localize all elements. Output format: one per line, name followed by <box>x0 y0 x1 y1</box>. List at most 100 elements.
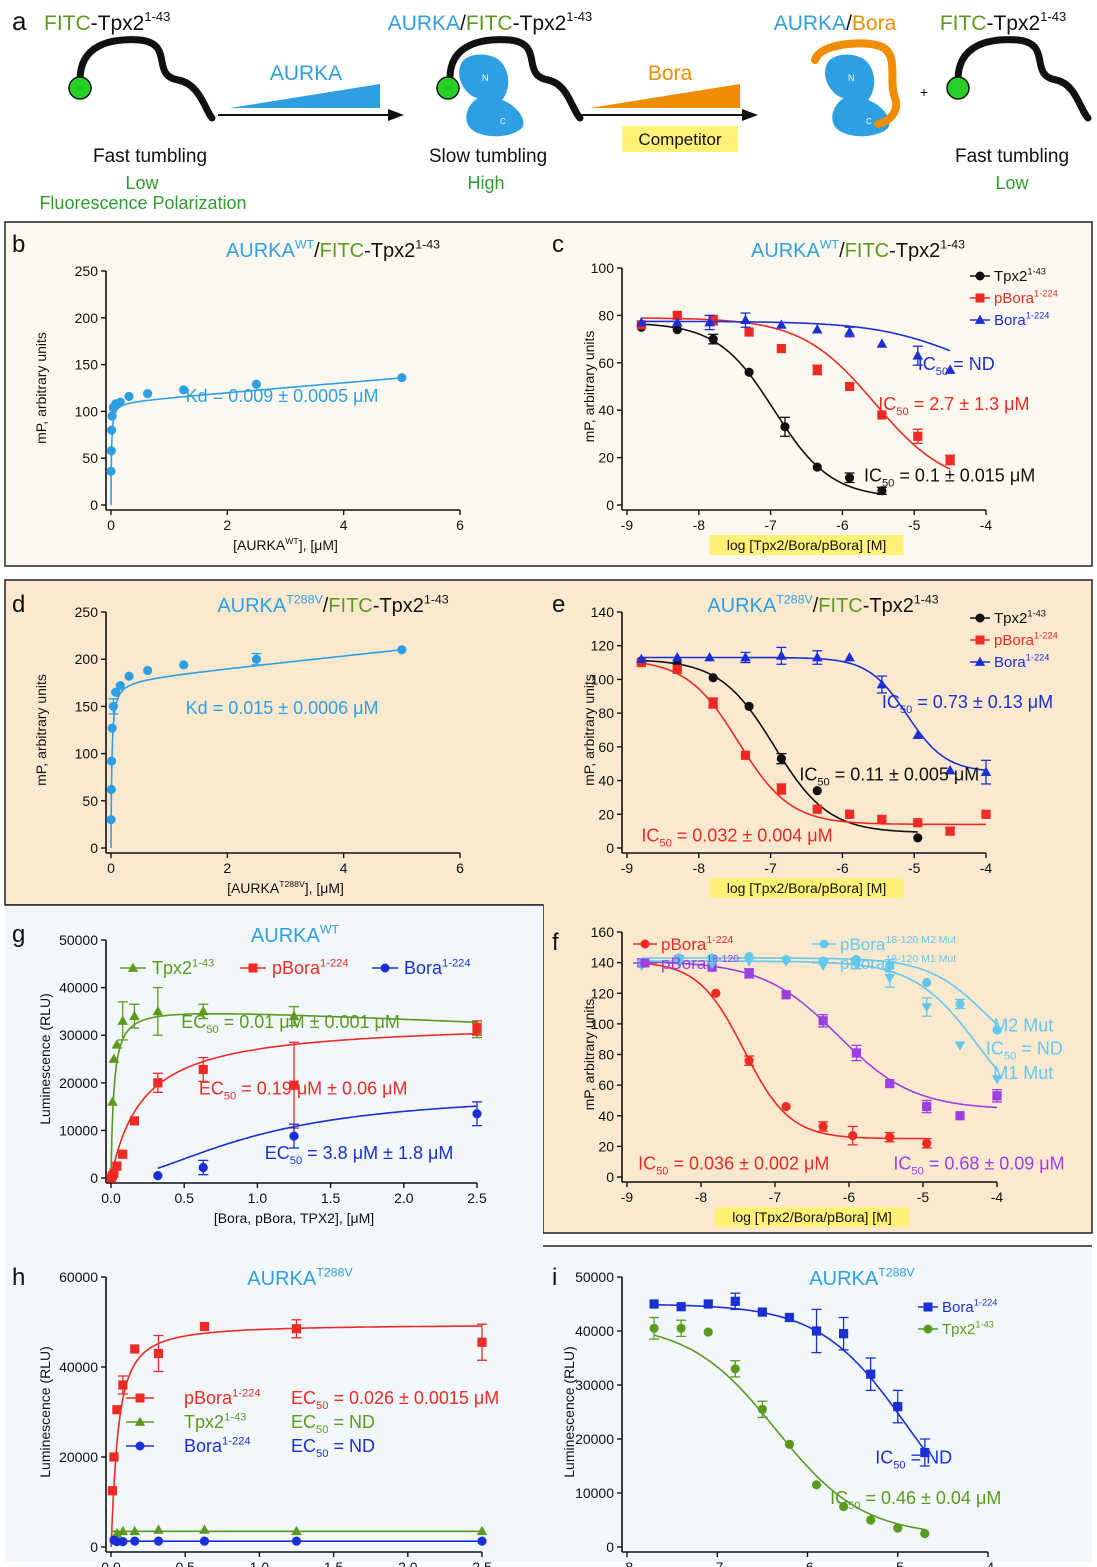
data-point <box>885 1132 895 1142</box>
annotation: EC50 = 0.01 μM ± 0.001 μM <box>181 1012 400 1036</box>
legend-marker <box>134 1416 146 1426</box>
stage2-aurka: AURKA <box>388 12 460 35</box>
y-tick-label: 160 <box>591 924 615 940</box>
data-point <box>251 654 262 664</box>
y-tick-label: 20000 <box>575 1431 614 1447</box>
data-point <box>108 1053 120 1063</box>
y-tick-label: 80 <box>598 1047 614 1063</box>
legend-label-part: 1-43 <box>224 1411 246 1423</box>
y-tick-label: 0 <box>606 1169 614 1185</box>
panel-letter-c: c <box>552 231 564 258</box>
x-tick-label: 0 <box>107 860 115 876</box>
chart-title: AURKAT288V <box>247 1266 353 1290</box>
annotation-part: IC <box>918 354 936 374</box>
data-point <box>744 327 754 337</box>
arrow2-competitor: Competitor <box>638 130 721 149</box>
data-point <box>118 1149 128 1159</box>
y-tick-label: 80 <box>598 705 614 721</box>
legend-note-part: 50 <box>316 1400 328 1412</box>
x-tick-label: -6 <box>836 860 849 876</box>
legend-marker <box>974 314 986 324</box>
arrow1-label: AURKA <box>270 62 342 85</box>
x-tick-label: -6 <box>843 1189 856 1205</box>
stage2-aurka-shape <box>459 54 524 137</box>
y-tick-label: 50000 <box>575 1269 614 1285</box>
y-tick-label: 250 <box>75 604 99 620</box>
legend-label-part: Tpx2 <box>184 1412 224 1432</box>
data-point <box>844 809 855 819</box>
data-point <box>877 486 887 496</box>
data-point <box>289 1080 299 1090</box>
legend-label: Tpx21-43 <box>184 1411 246 1432</box>
data-point <box>198 1162 208 1173</box>
chart-title-part: FITC <box>320 240 364 262</box>
annotation: M2 Mut <box>993 1016 1053 1036</box>
legend-label-part: pBora <box>661 954 707 973</box>
stage1-fitc: FITC <box>44 12 91 35</box>
legend-note-part: = ND <box>328 1436 375 1456</box>
fit-curve <box>110 1325 483 1547</box>
stage2-fp-level: High <box>467 173 504 193</box>
legend-marker <box>380 963 390 973</box>
y-axis-label: mP, arbitrary units <box>581 331 597 443</box>
data-point <box>781 1101 791 1112</box>
y-tick-label: 140 <box>591 955 615 971</box>
stage2-lobe-n: N <box>482 73 489 83</box>
x-axis-label-part: log [Tpx2/Bora/pBora] [M] <box>732 1209 892 1225</box>
legend-note-part: 50 <box>316 1424 328 1436</box>
x-tick-label: 0.0 <box>101 1190 121 1206</box>
legend-label-part: 1-224 <box>1026 653 1050 663</box>
data-point <box>851 1048 861 1058</box>
chart-title: AURKAT288V/FITC-Tpx21-43 <box>707 593 938 617</box>
x-tick-label: 0.5 <box>175 1559 195 1567</box>
annotation-part: 50 <box>893 1459 905 1471</box>
stage1-tpx2: -Tpx2 <box>91 12 145 35</box>
data-point <box>780 957 792 967</box>
chart-title: AURKAT288V/FITC-Tpx21-43 <box>217 593 448 617</box>
x-tick-label: 6 <box>456 860 464 876</box>
x-tick-label: 1.0 <box>250 1559 270 1567</box>
chart-title-part: AURKA <box>751 240 821 262</box>
data-point <box>129 1116 140 1126</box>
data-point <box>477 1337 487 1347</box>
data-point <box>812 462 822 472</box>
stage1-fp-label: Fluorescence Polarization <box>39 193 246 213</box>
panel-letter-b: b <box>12 231 25 258</box>
x-tick-label: 1.5 <box>321 1190 341 1206</box>
data-point <box>476 1525 488 1536</box>
data-point <box>672 325 682 335</box>
fit-curve <box>110 1013 478 1178</box>
y-axis-label: Luminescence (RLU) <box>561 1346 577 1478</box>
x-tick-label: 1.5 <box>324 1559 344 1567</box>
x-tick-label: 2.5 <box>472 1559 492 1567</box>
data-point <box>117 1015 129 1025</box>
chart-e: -9 -8 -7 -6 -5 -4 0 20 40 60 80 100 120 140 log [Tpx2/… <box>581 593 1058 898</box>
data-point <box>776 754 786 764</box>
chart-title-part: WT <box>820 238 840 252</box>
stage3-title: AURKA/Bora <box>774 12 897 35</box>
data-point <box>673 958 685 969</box>
y-tick-label: 200 <box>75 310 99 326</box>
data-point <box>152 1005 164 1016</box>
data-point <box>893 1402 903 1412</box>
y-axis-label: Luminescence (RLU) <box>37 993 53 1125</box>
annotation-part: = 0.68 ± 0.09 μM <box>924 1153 1065 1173</box>
data-point <box>107 411 117 421</box>
annotation-part: = 0.01 μM ± 0.001 μM <box>219 1012 400 1032</box>
x-axis-label-part: [AURKA <box>227 880 280 896</box>
x-tick-label: -6 <box>836 517 849 533</box>
legend-label-part: Bora <box>184 1436 223 1456</box>
data-point <box>199 1321 210 1332</box>
annotation: IC50 = 2.7 ± 1.3 μM <box>878 394 1029 418</box>
y-tick-label: 40 <box>598 1108 614 1124</box>
annotation: IC50 = 0.68 ± 0.09 μM <box>893 1153 1064 1177</box>
data-point <box>636 653 647 664</box>
stage3-aurka-shape <box>825 54 890 137</box>
panel-letter-g: g <box>12 921 25 948</box>
chart-title-part: AURKA <box>809 1268 879 1290</box>
data-point <box>108 701 118 712</box>
annotation-part: = 0.032 ± 0.004 μM <box>672 825 833 845</box>
data-point <box>921 1003 932 1013</box>
x-axis-label: [Bora, pBora, TPX2], [μM] <box>214 1210 374 1226</box>
legend-label-part: 1-224 <box>442 957 471 969</box>
